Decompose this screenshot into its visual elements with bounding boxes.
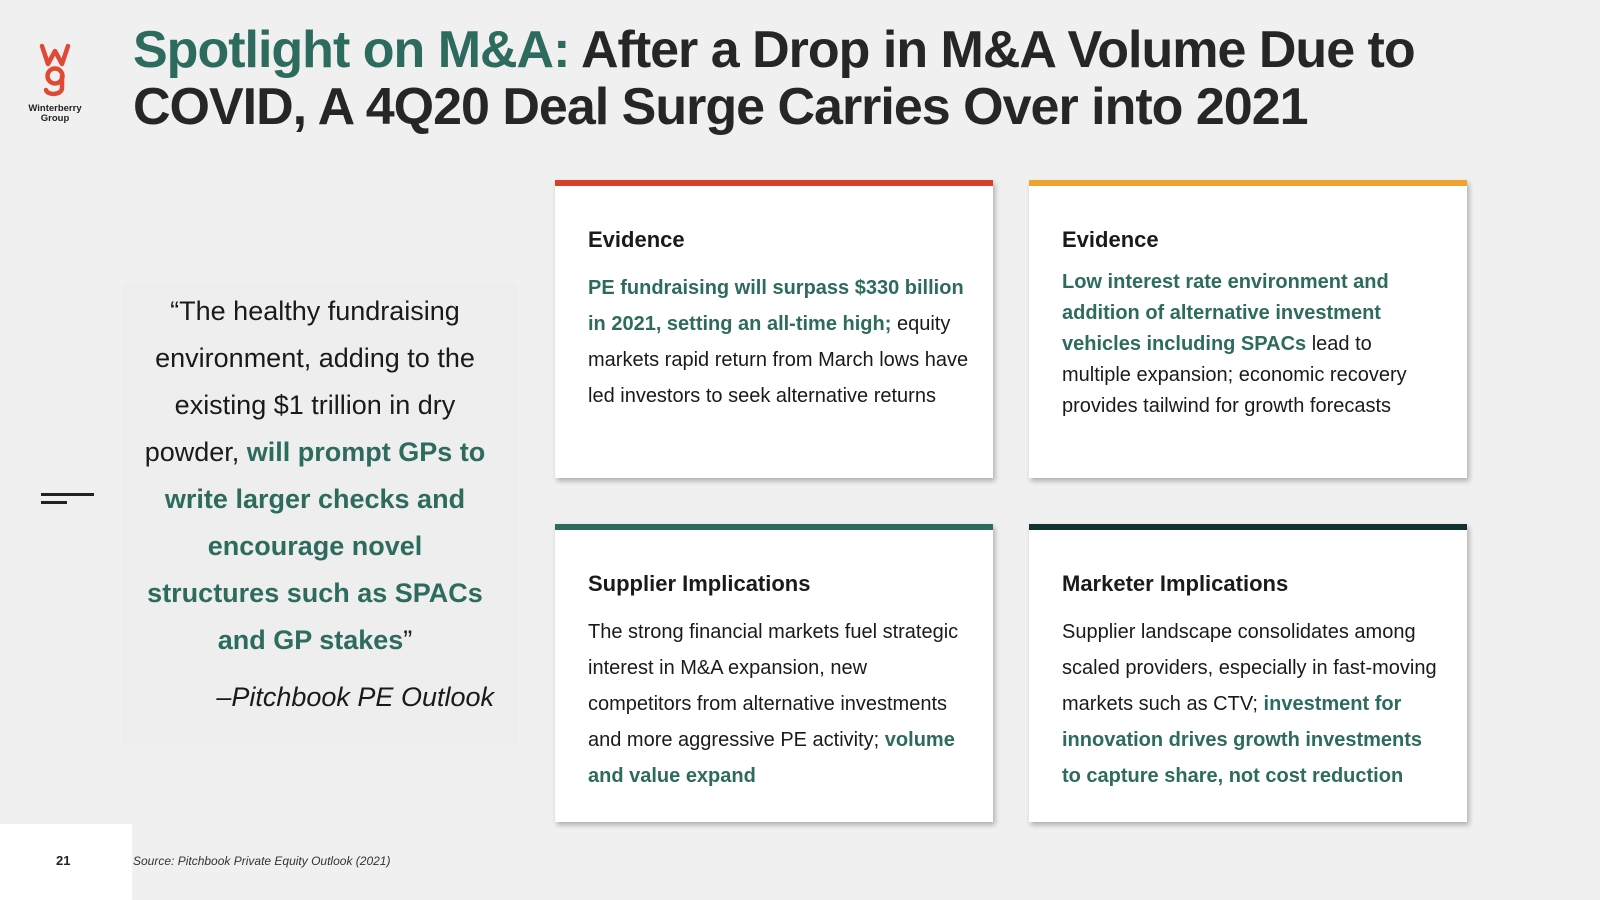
- card-accent-bar: [1029, 180, 1467, 186]
- quote-panel: [122, 283, 518, 745]
- marketer-implications-card: Marketer Implications Supplier landscape…: [1029, 524, 1467, 822]
- evidence-card-1: Evidence PE fundraising will surpass $33…: [555, 180, 993, 478]
- card-highlight: Low interest rate environment and additi…: [1062, 271, 1389, 355]
- card-highlight: investment for innovation drives growth …: [1062, 693, 1423, 787]
- card-body: PE fundraising will surpass $330 billion…: [588, 270, 970, 414]
- card-heading: Marketer Implications: [1062, 571, 1289, 596]
- decorative-dash-short: [41, 501, 67, 504]
- card-highlight: volume and value expand: [588, 729, 955, 787]
- quote-highlight: will prompt GPs to write larger checks a…: [147, 437, 486, 655]
- page-number: 21: [56, 853, 71, 868]
- wg-logo-icon: [39, 43, 71, 97]
- quote-attribution: –Pitchbook PE Outlook: [216, 682, 494, 712]
- card-heading: Supplier Implications: [588, 571, 811, 596]
- card-text: lead to multiple expansion; economic rec…: [1062, 333, 1407, 417]
- evidence-card-2: Evidence Low interest rate environment a…: [1029, 180, 1467, 478]
- card-body: Supplier landscape consolidates among sc…: [1062, 614, 1444, 794]
- quote-close-mark: ”: [403, 625, 413, 655]
- card-highlight: PE fundraising will surpass $330 billion…: [588, 277, 964, 335]
- title-rest: After a Drop in M&A Volume Due to COVID,…: [133, 21, 1416, 136]
- card-text: The strong financial markets fuel strate…: [588, 621, 959, 751]
- card-heading: Evidence: [588, 227, 685, 252]
- page-number-box: [0, 824, 132, 900]
- pull-quote: “The healthy fundraising environment, ad…: [140, 288, 490, 664]
- card-accent-bar: [555, 180, 993, 186]
- logo: Winterberry Group: [22, 42, 88, 126]
- card-accent-bar: [555, 524, 993, 530]
- title-accent: Spotlight on M&A:: [133, 21, 570, 79]
- card-heading: Evidence: [1062, 227, 1159, 252]
- logo-brand-text: Winterberry Group: [28, 103, 82, 124]
- card-text: Supplier landscape consolidates among sc…: [1062, 621, 1437, 715]
- card-accent-bar: [1029, 524, 1467, 530]
- decorative-dash: [41, 493, 94, 496]
- supplier-implications-card: Supplier Implications The strong financi…: [555, 524, 993, 822]
- source-note: Source: Pitchbook Private Equity Outlook…: [133, 854, 391, 868]
- card-body: The strong financial markets fuel strate…: [588, 614, 970, 794]
- card-body: Low interest rate environment and additi…: [1062, 267, 1444, 422]
- page-title: Spotlight on M&A: After a Drop in M&A Vo…: [133, 22, 1533, 136]
- quote-text: “The healthy fundraising environment, ad…: [144, 296, 475, 467]
- card-text: equity markets rapid return from March l…: [588, 313, 969, 407]
